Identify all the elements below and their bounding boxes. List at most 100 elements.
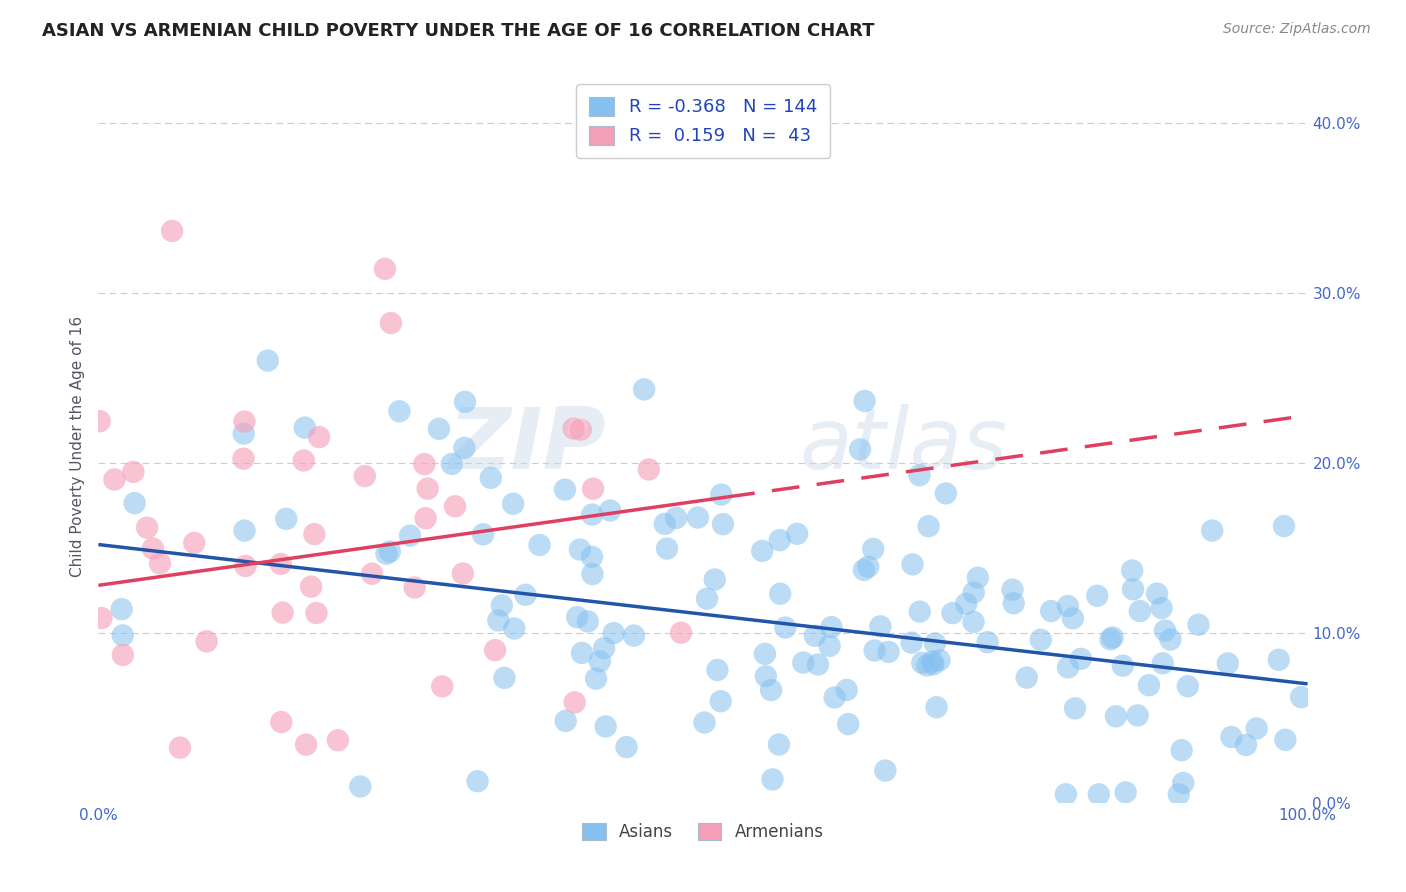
Point [1126, 708, 1149, 723]
Point [195, 634, 218, 648]
Point [1121, 564, 1143, 578]
Point [567, 610, 589, 624]
Point [432, 679, 454, 693]
Point [837, 717, 859, 731]
Point [271, 606, 294, 620]
Point [792, 656, 814, 670]
Y-axis label: Child Poverty Under the Age of 16: Child Poverty Under the Age of 16 [69, 316, 84, 576]
Point [901, 558, 924, 572]
Point [299, 580, 322, 594]
Point [769, 587, 792, 601]
Point [941, 606, 963, 620]
Point [924, 636, 946, 650]
Point [1054, 787, 1077, 801]
Point [416, 482, 439, 496]
Point [928, 653, 950, 667]
Point [1062, 611, 1084, 625]
Point [295, 738, 318, 752]
Point [655, 541, 678, 556]
Point [472, 527, 495, 541]
Point [581, 508, 603, 522]
Point [665, 511, 688, 525]
Point [256, 353, 278, 368]
Point [576, 615, 599, 629]
Point [233, 415, 256, 429]
Point [877, 645, 900, 659]
Point [294, 420, 316, 434]
Point [111, 602, 134, 616]
Point [585, 672, 607, 686]
Point [633, 383, 655, 397]
Point [1099, 632, 1122, 647]
Point [807, 657, 830, 672]
Point [908, 605, 931, 619]
Point [515, 588, 537, 602]
Point [599, 503, 621, 517]
Point [768, 738, 790, 752]
Point [142, 541, 165, 556]
Point [1220, 730, 1243, 744]
Point [169, 740, 191, 755]
Point [804, 629, 827, 643]
Point [440, 457, 463, 471]
Point [1170, 743, 1192, 757]
Point [1216, 657, 1239, 671]
Point [1177, 679, 1199, 693]
Point [361, 566, 384, 581]
Point [711, 517, 734, 532]
Point [835, 682, 858, 697]
Point [775, 621, 797, 635]
Point [917, 519, 939, 533]
Point [1057, 660, 1080, 674]
Point [1187, 617, 1209, 632]
Point [1040, 604, 1063, 618]
Point [820, 620, 842, 634]
Point [761, 772, 783, 787]
Point [136, 521, 159, 535]
Point [1029, 632, 1052, 647]
Point [900, 635, 922, 649]
Point [89, 414, 111, 428]
Text: ZIP: ZIP [449, 404, 606, 488]
Point [869, 619, 891, 633]
Point [703, 573, 725, 587]
Point [149, 557, 172, 571]
Point [399, 529, 422, 543]
Point [962, 615, 984, 629]
Point [1122, 582, 1144, 597]
Point [183, 536, 205, 550]
Point [1152, 657, 1174, 671]
Point [786, 526, 808, 541]
Point [595, 719, 617, 733]
Point [122, 465, 145, 479]
Point [875, 764, 897, 778]
Point [1146, 586, 1168, 600]
Point [453, 441, 475, 455]
Point [1234, 738, 1257, 752]
Point [581, 549, 603, 564]
Point [1201, 524, 1223, 538]
Point [427, 422, 450, 436]
Point [103, 473, 125, 487]
Point [955, 597, 977, 611]
Point [769, 533, 792, 548]
Point [375, 547, 398, 561]
Point [654, 516, 676, 531]
Point [818, 639, 841, 653]
Point [562, 421, 585, 435]
Point [1167, 787, 1189, 801]
Point [1070, 652, 1092, 666]
Text: Source: ZipAtlas.com: Source: ZipAtlas.com [1223, 22, 1371, 37]
Point [581, 567, 603, 582]
Point [1173, 776, 1195, 790]
Point [754, 647, 776, 661]
Point [1088, 787, 1111, 801]
Point [444, 500, 467, 514]
Point [858, 559, 880, 574]
Point [623, 629, 645, 643]
Point [380, 316, 402, 330]
Point [404, 581, 426, 595]
Point [232, 451, 254, 466]
Point [494, 671, 516, 685]
Point [751, 544, 773, 558]
